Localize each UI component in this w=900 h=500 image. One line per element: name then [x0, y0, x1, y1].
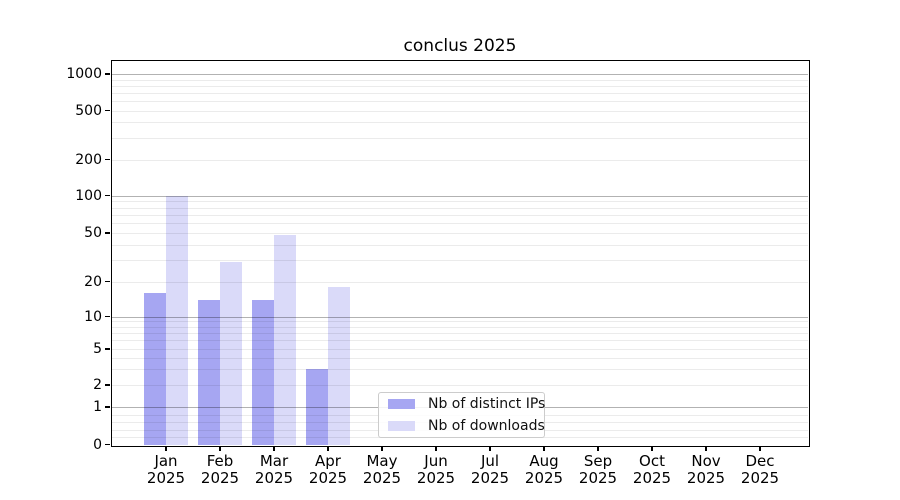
gridline — [112, 110, 808, 112]
x-tick-mark — [759, 446, 761, 451]
gridline — [112, 357, 808, 359]
x-tick-mark — [435, 446, 437, 451]
gridline — [112, 385, 808, 386]
x-tick-label: Nov 2025 — [686, 452, 726, 487]
gridline — [112, 100, 808, 102]
y-tick-label: 20 — [84, 273, 102, 290]
gridline — [112, 281, 808, 283]
x-tick-label: Sep 2025 — [578, 452, 618, 487]
x-tick-mark — [165, 446, 167, 451]
y-tick-mark — [105, 443, 110, 446]
bar-feb-series1 — [198, 299, 220, 445]
x-tick-label: Feb 2025 — [200, 452, 240, 487]
legend-item: Nb of downloads — [388, 418, 545, 434]
gridline — [112, 340, 808, 342]
y-tick-label: 5 — [93, 341, 102, 357]
y-tick-mark — [105, 406, 110, 408]
y-tick-label: 2 — [93, 377, 102, 393]
x-tick-label: Aug 2025 — [524, 452, 564, 487]
x-tick-label: Dec 2025 — [740, 452, 780, 487]
gridline — [112, 233, 808, 234]
gridline — [112, 223, 808, 225]
bar-mar-series1 — [252, 299, 274, 445]
y-tick-mark — [105, 315, 110, 318]
y-tick-mark — [105, 194, 110, 197]
y-tick-mark — [105, 158, 110, 161]
bar-jan-series1 — [144, 292, 166, 445]
x-tick-label: May 2025 — [362, 452, 402, 487]
x-tick-mark — [219, 446, 221, 451]
gridline — [112, 137, 808, 139]
y-tick-label: 0 — [93, 436, 102, 453]
x-tick-mark — [543, 446, 545, 451]
gridline — [112, 92, 808, 94]
y-tick-mark — [105, 280, 110, 283]
y-tick-label: 200 — [75, 151, 102, 168]
gridline — [112, 122, 808, 124]
x-tick-mark — [273, 446, 275, 451]
x-tick-label: Oct 2025 — [632, 452, 672, 487]
legend-item: Nb of distinct IPs — [388, 396, 546, 412]
x-tick-label: Jan 2025 — [146, 452, 186, 487]
gridline — [112, 85, 808, 87]
y-tick-mark — [105, 384, 110, 386]
x-tick-label: Jun 2025 — [416, 452, 456, 487]
gridline — [112, 321, 808, 323]
gridline — [112, 201, 808, 203]
x-tick-label: Apr 2025 — [308, 452, 348, 487]
x-tick-mark — [381, 446, 383, 451]
x-tick-mark — [705, 446, 707, 451]
bar-feb-series2 — [220, 261, 242, 445]
gridline — [112, 316, 808, 318]
x-tick-label: Mar 2025 — [254, 452, 294, 487]
gridline — [112, 159, 808, 161]
gridline — [112, 79, 808, 81]
legend-label: Nb of distinct IPs — [428, 396, 546, 412]
gridline — [112, 369, 808, 371]
gridline — [112, 195, 808, 197]
gridline — [112, 244, 808, 246]
bar-apr-series1 — [306, 369, 328, 445]
bars-layer — [112, 61, 808, 445]
gridline — [112, 349, 808, 350]
x-tick-mark — [597, 446, 599, 451]
x-tick-label: Jul 2025 — [470, 452, 510, 487]
y-tick-mark — [105, 73, 110, 75]
bar-apr-series2 — [328, 286, 350, 445]
gridline — [112, 74, 808, 75]
y-tick-label: 10 — [84, 308, 102, 325]
legend: Nb of distinct IPs Nb of downloads — [378, 392, 545, 438]
y-tick-label: 500 — [75, 102, 102, 119]
legend-swatch — [388, 399, 415, 409]
y-tick-mark — [105, 109, 110, 112]
y-tick-label: 1000 — [66, 66, 102, 82]
y-tick-label: 50 — [84, 225, 102, 241]
legend-label: Nb of downloads — [428, 418, 545, 434]
legend-swatch — [388, 421, 415, 431]
gridline — [112, 214, 808, 216]
y-tick-label: 1 — [93, 399, 102, 415]
bar-mar-series2 — [274, 235, 296, 445]
x-tick-mark — [489, 446, 491, 451]
y-tick-label: 100 — [75, 187, 102, 204]
legend-rows: Nb of distinct IPs Nb of downloads — [388, 396, 546, 434]
plot-area — [112, 61, 808, 445]
x-tick-mark — [327, 446, 329, 451]
x-tick-mark — [651, 446, 653, 451]
y-tick-mark — [105, 232, 110, 234]
gridlines-layer — [112, 61, 808, 445]
gridline — [112, 326, 808, 328]
gridline — [112, 333, 808, 335]
bar-jan-series2 — [166, 195, 188, 445]
gridline — [112, 260, 808, 262]
y-tick-mark — [105, 348, 110, 350]
gridline — [112, 207, 808, 209]
chart-title: conclus 2025 — [403, 36, 517, 56]
